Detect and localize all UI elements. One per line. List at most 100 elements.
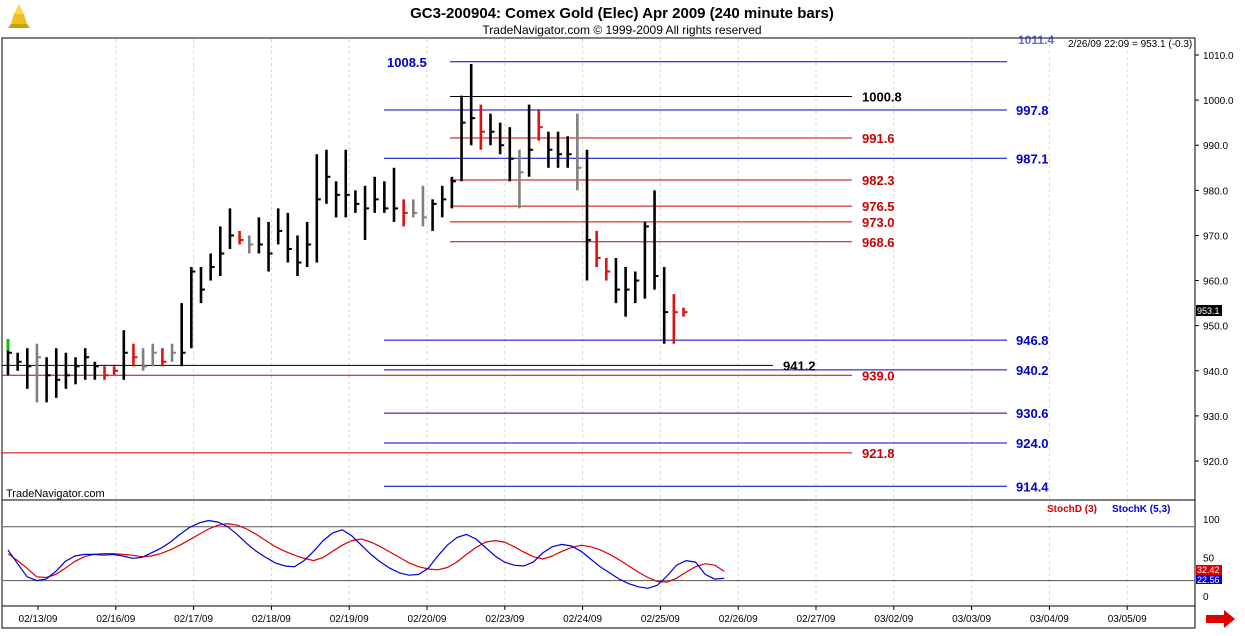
svg-text:22.56: 22.56 (1197, 575, 1220, 585)
partial-top-level-label: 1011.4 (1018, 33, 1054, 47)
date-label: 02/16/09 (96, 614, 135, 625)
stoch-tick-label: 50 (1203, 554, 1215, 565)
svg-text:StochD (3): StochD (3) (1047, 504, 1097, 515)
price-bars (6, 64, 688, 403)
date-label: 02/18/09 (252, 614, 291, 625)
ohlc-bar (373, 176, 379, 213)
watermark: TradeNavigator.com (6, 488, 105, 500)
ohlc-bar (238, 230, 244, 245)
ohlc-bar (93, 361, 99, 380)
price-tick-label: 940.0 (1203, 367, 1228, 378)
stoch-k-value-tag: 22.56 (1196, 575, 1222, 585)
ohlc-bar (354, 190, 360, 213)
ohlc-bar (151, 343, 157, 367)
price-tick-label: 990.0 (1203, 141, 1228, 152)
ohlc-bar (653, 190, 659, 290)
ohlc-bar (604, 258, 611, 281)
price-tick-label: 1000.0 (1203, 96, 1234, 107)
level-label: 991.6 (862, 131, 895, 146)
ohlc-bar (180, 303, 186, 367)
ohlc-bar (556, 131, 563, 168)
ohlc-bar (537, 109, 543, 141)
price-tick-label: 930.0 (1203, 412, 1228, 423)
ohlc-bar (431, 199, 437, 231)
ohlc-bar (209, 253, 215, 281)
ohlc-bar (35, 343, 41, 403)
ohlc-bar (257, 217, 263, 254)
ohlc-bar (276, 208, 283, 245)
stoch-k-line (7, 519, 725, 589)
ohlc-bar (421, 185, 427, 227)
ohlc-bar (170, 343, 177, 362)
date-label: 02/27/09 (797, 614, 836, 625)
date-label: 03/05/09 (1108, 614, 1147, 625)
svg-text:StochK (5,3): StochK (5,3) (1112, 504, 1170, 515)
ohlc-bar (624, 267, 630, 317)
ohlc-bar (267, 221, 273, 272)
ohlc-bar (527, 104, 534, 177)
ohlc-bar (16, 352, 22, 371)
ohlc-bar (122, 330, 128, 380)
chart-title: GC3-200904: Comex Gold (Elec) Apr 2009 (… (410, 5, 834, 22)
level-label: 968.6 (862, 235, 895, 250)
stoch-d-line (7, 522, 725, 583)
date-label: 02/20/09 (408, 614, 447, 625)
ohlc-bar (228, 208, 234, 249)
stoch-d-legend: StochD (3) (1047, 504, 1097, 515)
ohlc-bar (411, 199, 418, 218)
price-tick-label: 960.0 (1203, 277, 1228, 288)
price-levels: 1008.5 1000.8 997.8 991.6 987.1 982.3 976.5973… (2, 55, 1049, 494)
price-tick-label: 1010.0 (1203, 51, 1234, 62)
level-label: 939.0 (862, 368, 895, 383)
ohlc-bar (296, 235, 302, 277)
ohlc-bar (633, 271, 640, 304)
price-tick-label: 980.0 (1203, 186, 1228, 197)
price-tick-label: 920.0 (1203, 457, 1228, 468)
stochastic-panel: 100 50 0 (3, 515, 1220, 603)
level-label: 973.0 (862, 215, 895, 230)
date-label: 02/17/09 (174, 614, 213, 625)
level-label: 924.0 (1016, 436, 1049, 451)
ohlc-bar (460, 95, 466, 182)
ohlc-bar (112, 366, 119, 376)
scroll-right-arrow-icon[interactable] (1206, 610, 1235, 628)
ohlc-bar (508, 127, 514, 182)
ohlc-bar (614, 258, 620, 304)
level-label: 976.5 (862, 199, 895, 214)
ohlc-bar (190, 267, 196, 349)
ohlc-bar (547, 131, 553, 168)
last-quote: 2/26/09 22:09 = 953.1 (-0.3) (1068, 39, 1192, 50)
level-label: 921.8 (862, 446, 895, 461)
ohlc-bar (64, 352, 70, 389)
price-tag: 953.1 (1196, 305, 1222, 316)
date-label: 02/13/09 (19, 614, 58, 625)
date-label: 02/19/09 (330, 614, 369, 625)
date-label: 02/26/09 (719, 614, 758, 625)
ohlc-bar (489, 113, 495, 146)
ohlc-bar (383, 181, 389, 213)
level-label: 1000.8 (862, 90, 902, 105)
ohlc-bar (576, 113, 582, 191)
stoch-k-legend: StochK (5,3) (1112, 504, 1170, 515)
ohlc-bar (595, 230, 601, 268)
ohlc-bar (363, 185, 370, 240)
level-label: 914.4 (1016, 479, 1049, 494)
stoch-tick-label: 100 (1203, 515, 1220, 526)
ohlc-bar (566, 136, 572, 168)
time-axis (1, 605, 1196, 629)
level-label: 982.3 (862, 173, 895, 188)
vertical-gridlines (115, 39, 1128, 605)
date-axis: 02/13/09 02/16/09 02/17/09 02/18/09 02/19/09… (19, 606, 1147, 625)
ohlc-bar (305, 221, 312, 268)
level-label: 1008.5 (387, 55, 427, 70)
ohlc-bar (141, 348, 148, 371)
level-label: 941.2 (783, 358, 816, 373)
ohlc-bar (402, 199, 408, 227)
logo-icon (8, 4, 30, 28)
stoch-panel (1, 499, 1196, 607)
ohlc-bar (219, 226, 225, 277)
ohlc-bar (45, 357, 51, 403)
ohlc-bar (161, 348, 167, 367)
level-label: 997.8 (1016, 103, 1049, 118)
price-tick-label: 970.0 (1203, 231, 1228, 242)
